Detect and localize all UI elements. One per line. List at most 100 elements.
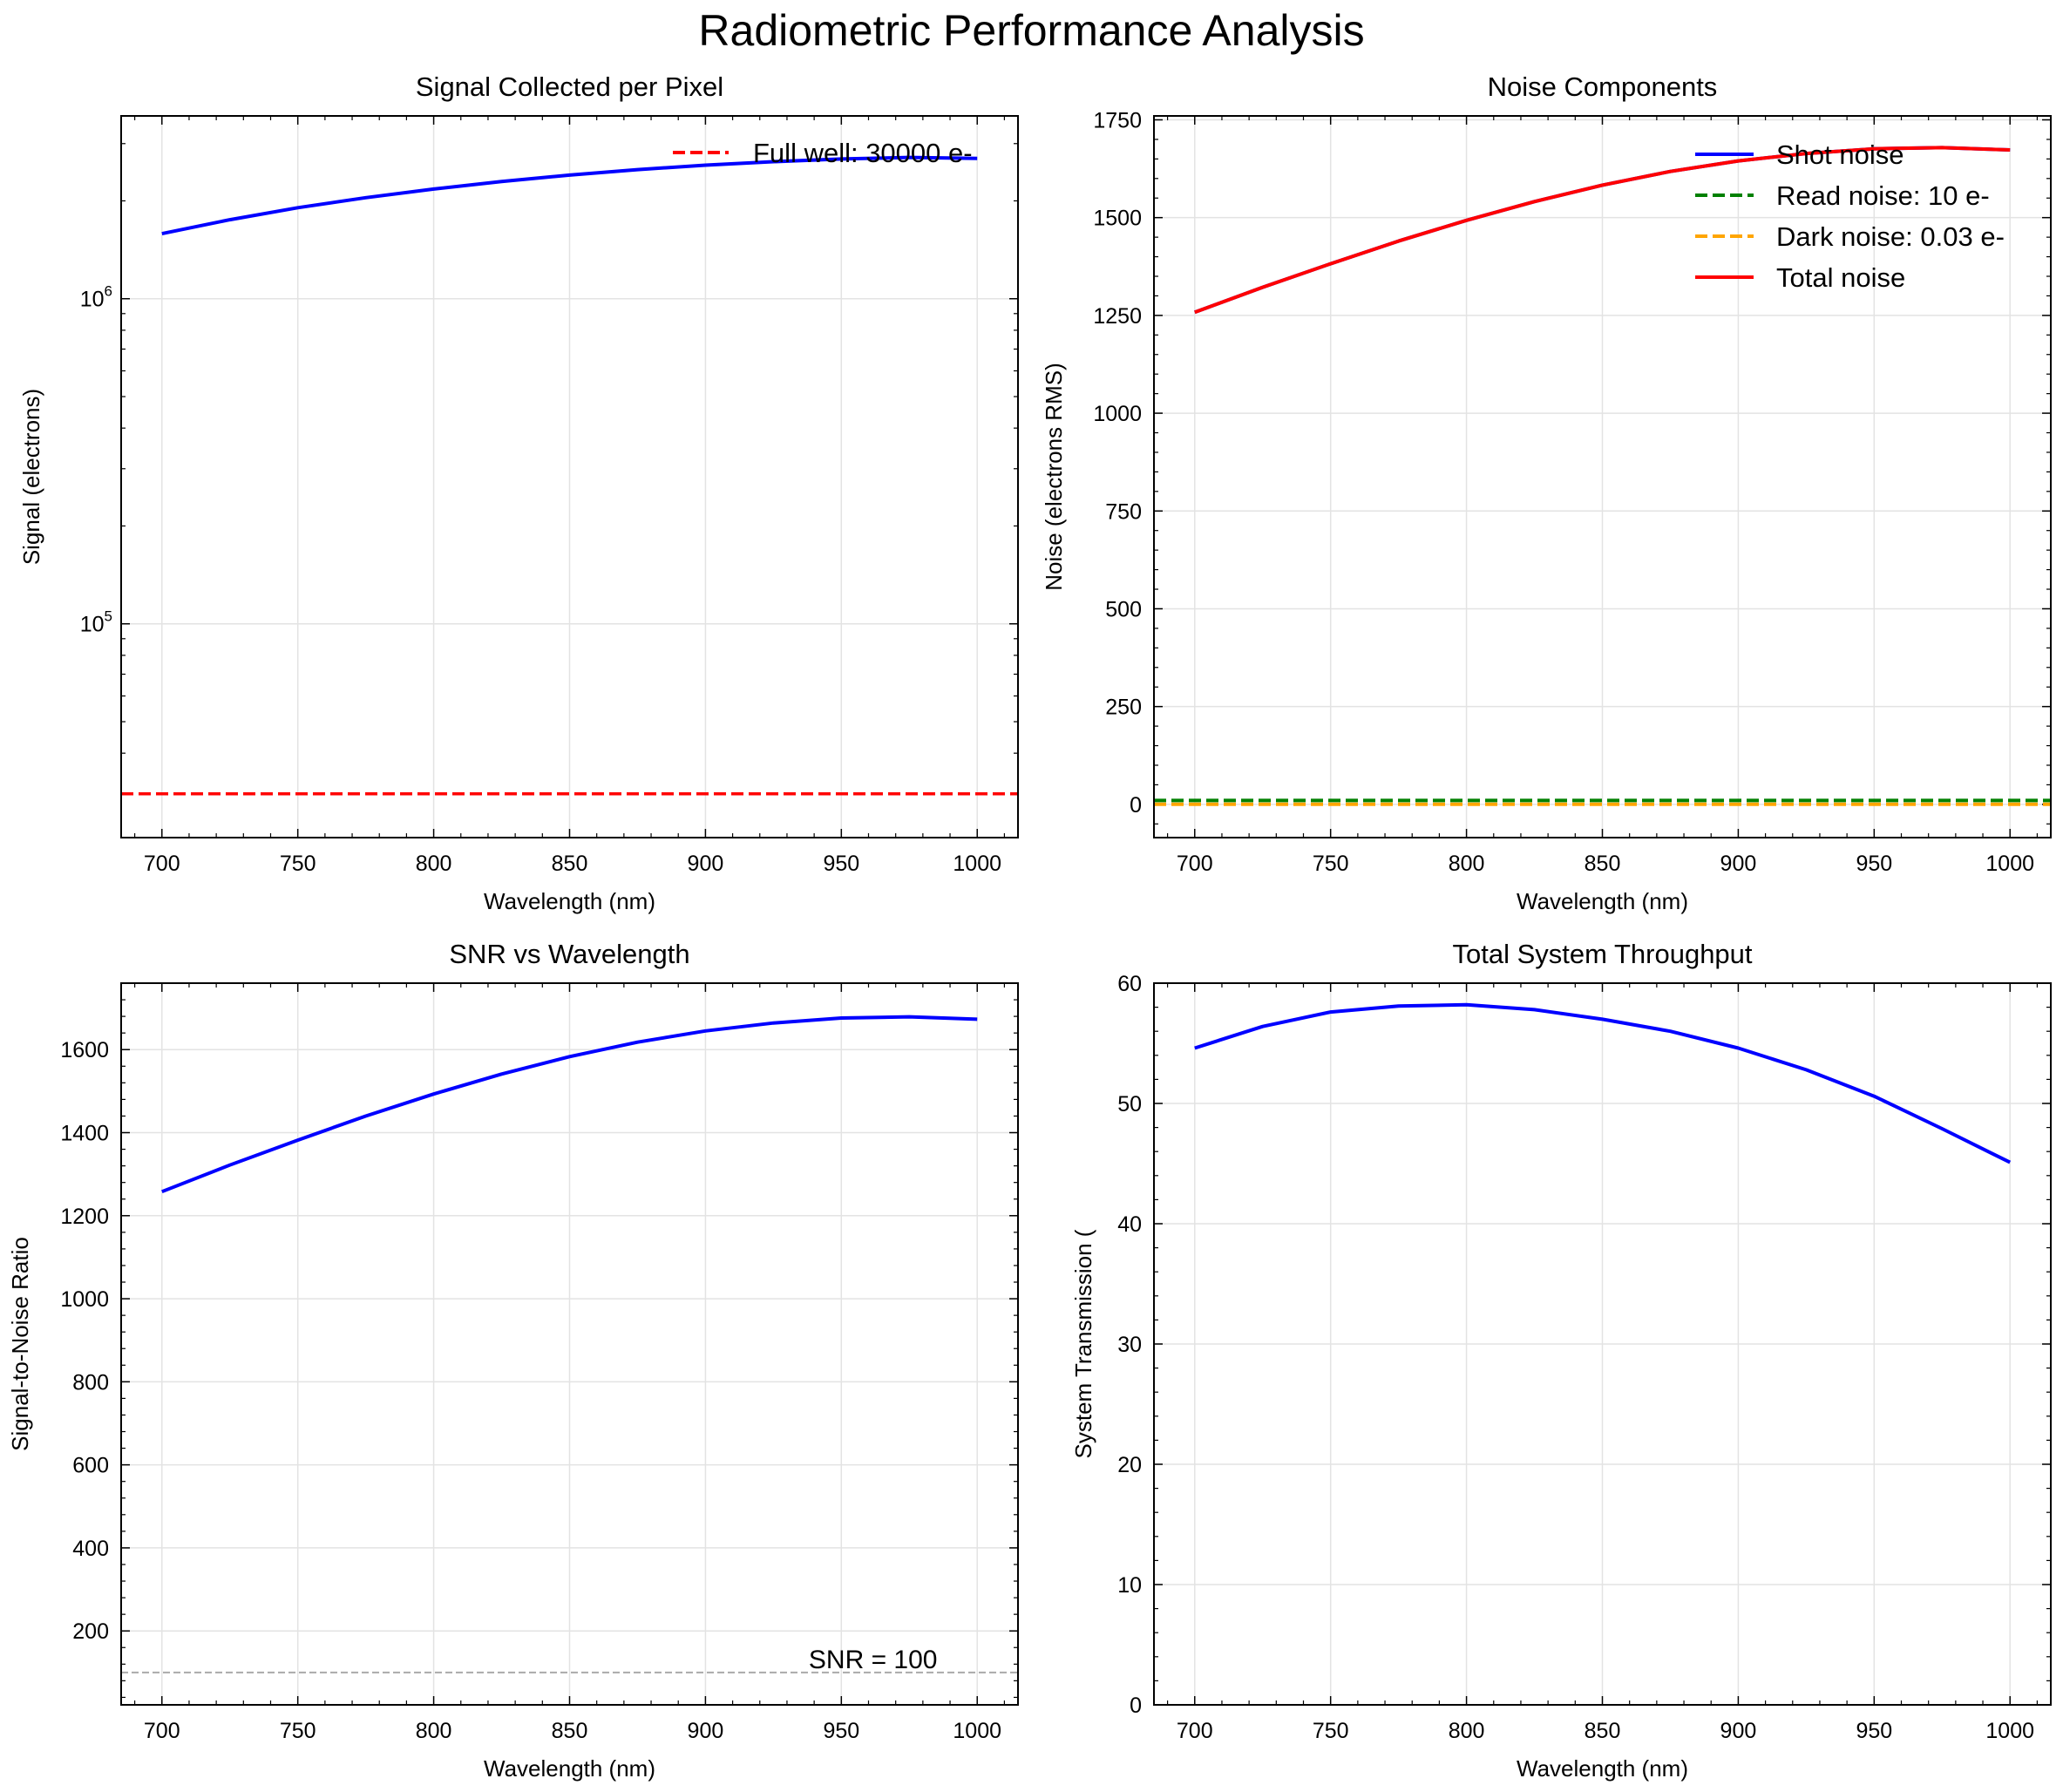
x-axis-label: Wavelength (nm) [1517, 1755, 1688, 1782]
y-tick-label: 50 [1117, 1092, 1142, 1117]
legend: Full well: 30000 e- [673, 138, 973, 168]
x-tick-label: 950 [1856, 852, 1892, 876]
plot-area [121, 1015, 1018, 1673]
grid [121, 116, 1018, 838]
legend-label: Read noise: 10 e- [1776, 180, 1990, 211]
axes-frame [120, 982, 1019, 1706]
y-tick-label: 1750 [1093, 108, 1142, 132]
series-line-0 [161, 1015, 978, 1194]
axes-frame [1153, 115, 2052, 838]
y-tick-label: 1000 [60, 1287, 109, 1312]
y-tick-label: 60 [1117, 972, 1142, 996]
y-tick-exponent: 5 [105, 608, 112, 625]
x-tick-label: 700 [1177, 1719, 1213, 1743]
y-tick-exponent: 6 [105, 283, 112, 300]
x-tick-label: 850 [1585, 1719, 1621, 1743]
grid [121, 983, 1018, 1705]
y-tick-label: 30 [1117, 1333, 1142, 1357]
x-axis-label: Wavelength (nm) [1517, 888, 1688, 914]
x-tick-label: 950 [823, 852, 859, 876]
y-tick-label: 0 [1130, 1694, 1142, 1718]
annotation: SNR = 100 [809, 1646, 938, 1674]
y-tick-label: 750 [1105, 499, 1142, 524]
y-tick-label: 106 [80, 283, 112, 312]
series-line-3 [1194, 146, 2011, 315]
x-tick-label: 1000 [1985, 1719, 2034, 1743]
y-tick-label: 10 [1117, 1573, 1142, 1598]
ticks: 700 750 800 850 900 950 1000 200 400 600 800 1000 12… [60, 982, 1018, 1743]
legend-label: Total noise [1776, 262, 1905, 293]
x-axis-label: Wavelength (nm) [484, 888, 655, 914]
axes-frame [1153, 982, 2052, 1706]
y-tick-base: 10 [80, 613, 105, 637]
series-line-0 [161, 155, 978, 236]
x-tick-label: 700 [144, 852, 180, 876]
figure-title: Radiometric Performance Analysis [698, 6, 1365, 55]
chart-snr: 700 750 800 850 900 950 1000 200 400 600 800 1000 12… [7, 939, 1019, 1782]
x-tick-label: 1000 [953, 1719, 1001, 1743]
x-tick-label: 950 [1856, 1719, 1892, 1743]
x-tick-label: 850 [1585, 852, 1621, 876]
y-tick-label: 400 [72, 1537, 109, 1561]
y-tick-label: 1600 [60, 1038, 109, 1062]
x-tick-label: 1000 [1985, 852, 2034, 876]
chart-title: Signal Collected per Pixel [416, 71, 723, 102]
x-tick-label: 850 [552, 1719, 588, 1743]
y-axis-label: Signal (electrons) [18, 389, 44, 565]
ticks: 700 750 800 850 900 950 1000 0 10 20 30 40 50 60 [1117, 972, 2051, 1743]
x-tick-label: 800 [416, 1719, 452, 1743]
x-tick-label: 700 [1177, 852, 1213, 876]
legend-label: Shot noise [1776, 139, 1904, 170]
y-tick-label: 1500 [1093, 207, 1142, 231]
x-tick-label: 800 [416, 852, 452, 876]
chart-throughput: 700 750 800 850 900 950 1000 0 10 20 30 40 50 60 Total… [1070, 939, 2052, 1782]
grid [1154, 982, 2051, 1706]
y-tick-label: 1000 [1093, 402, 1142, 426]
y-tick-label: 105 [80, 608, 112, 637]
y-tick-label: 1400 [60, 1122, 109, 1146]
x-tick-label: 750 [1313, 1719, 1349, 1743]
x-tick-label: 900 [688, 852, 724, 876]
y-tick-label: 20 [1117, 1453, 1142, 1477]
x-tick-label: 850 [552, 852, 588, 876]
x-tick-label: 900 [1720, 852, 1757, 876]
y-tick-label: 600 [72, 1454, 109, 1478]
x-tick-label: 900 [688, 1719, 724, 1743]
ticks: 700 750 800 850 900 950 1000 0 250 500 750 1000 1250… [1093, 108, 2051, 876]
x-tick-label: 950 [823, 1719, 859, 1743]
axes-frame [120, 115, 1019, 838]
y-tick-label: 40 [1117, 1212, 1142, 1237]
x-tick-label: 800 [1449, 1719, 1485, 1743]
x-tick-label: 750 [280, 852, 316, 876]
y-tick-label: 1250 [1093, 304, 1142, 329]
x-tick-label: 800 [1449, 852, 1485, 876]
chart-title: Noise Components [1488, 71, 1718, 102]
legend: Shot noise Read noise: 10 e- Dark noise: 0… [1695, 139, 2005, 293]
x-tick-label: 750 [280, 1719, 316, 1743]
y-tick-label: 250 [1105, 696, 1142, 720]
chart-title: Total System Throughput [1452, 939, 1752, 969]
y-axis-label: System Transmission ( [1070, 1229, 1096, 1458]
y-tick-label: 200 [72, 1619, 109, 1644]
y-tick-base: 10 [80, 288, 105, 312]
y-tick-label: 500 [1105, 597, 1142, 621]
y-axis-label: Signal-to-Noise Ratio [7, 1237, 33, 1451]
series-line-0 [1194, 1002, 2012, 1164]
legend-label: Dark noise: 0.03 e- [1776, 221, 2005, 252]
x-tick-label: 900 [1720, 1719, 1757, 1743]
x-tick-label: 750 [1313, 852, 1349, 876]
chart-noise: 700 750 800 850 900 950 1000 0 250 500 750 1000 1250… [1041, 71, 2052, 914]
y-tick-label: 0 [1130, 793, 1142, 818]
plot-area [1154, 146, 2051, 806]
y-axis-label: Noise (electrons RMS) [1041, 363, 1067, 591]
x-tick-label: 1000 [953, 852, 1001, 876]
x-tick-label: 700 [144, 1719, 180, 1743]
chart-title: SNR vs Wavelength [449, 939, 689, 969]
x-axis-label: Wavelength (nm) [484, 1755, 655, 1782]
legend-label: Full well: 30000 e- [753, 138, 973, 168]
plot-area [121, 155, 1018, 796]
